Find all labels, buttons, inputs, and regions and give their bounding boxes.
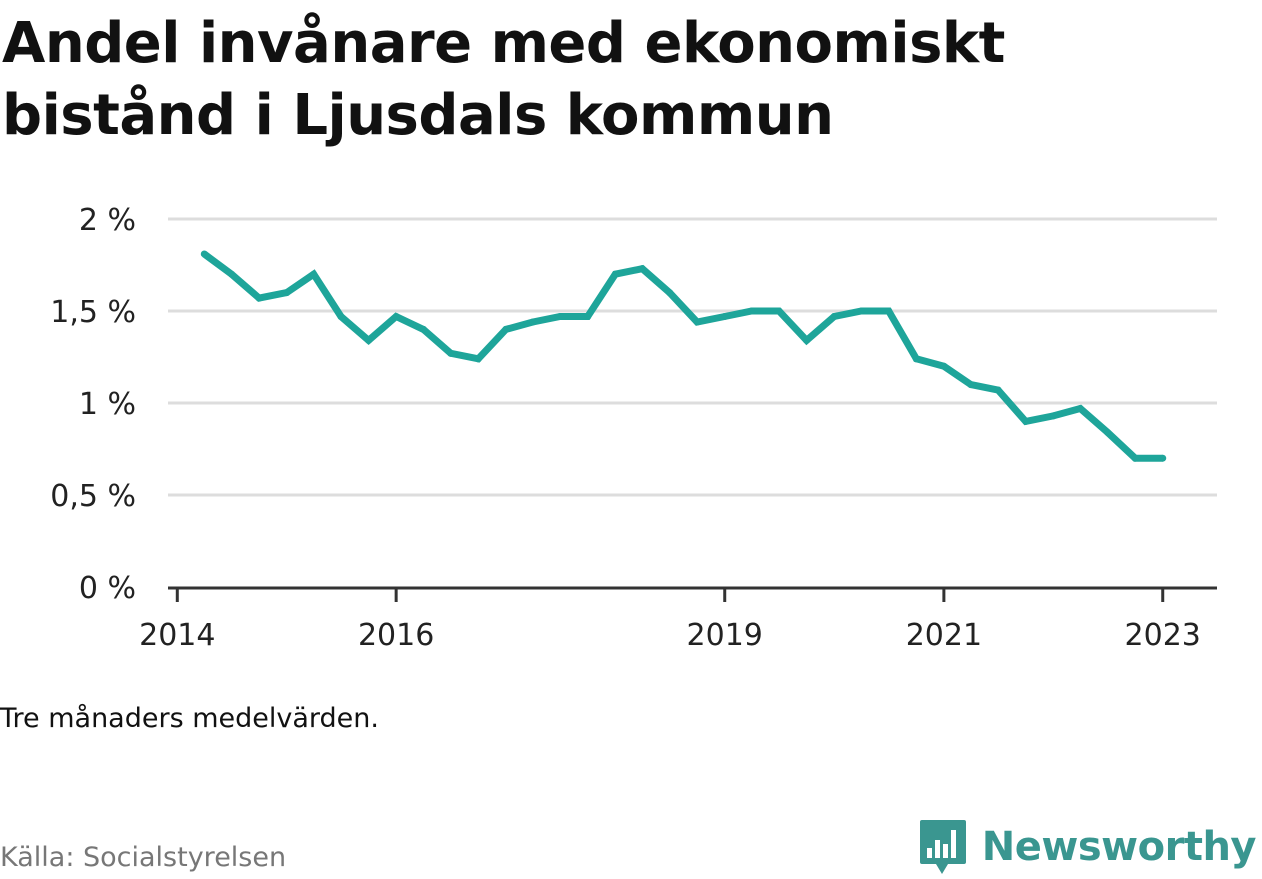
data-point [940,362,948,370]
data-point [529,318,537,326]
x-tick-label: 2016 [358,618,434,653]
data-point [474,355,482,363]
x-tick-label: 2019 [687,618,763,653]
data-point [365,336,373,344]
y-tick-label: 1 % [79,387,136,422]
data-point [1104,428,1112,436]
y-tick-label: 1,5 % [50,295,136,330]
y-tick-label: 0 % [79,571,136,606]
line-chart: 0 % 0,5 % 1 % 1,5 % 2 % 2014 2016 2019 2021 2023 [50,203,1217,653]
series-line [202,251,1163,462]
data-point [419,325,427,333]
y-tick-label: 2 % [79,203,136,238]
chart-note: Tre månaders medelvärden. [0,703,379,734]
data-point [502,325,510,333]
data-point [830,313,838,321]
data-point [1159,454,1167,462]
data-point [392,313,400,321]
brand-logo: Newsworthy [918,818,1257,876]
y-axis-labels: 0 % 0,5 % 1 % 1,5 % 2 % [50,203,136,606]
data-point [803,336,811,344]
x-axis [168,586,1217,602]
chart-title: Andel invånare med ekonomiskt bistånd i … [2,11,1005,148]
data-point [693,318,701,326]
x-tick-label: 2014 [139,618,215,653]
data-point [912,355,920,363]
data-point [1049,412,1057,420]
data-point [967,381,975,389]
data-point [1131,454,1139,462]
x-axis-labels: 2014 2016 2019 2021 2023 [139,618,1201,653]
y-tick-label: 0,5 % [50,479,136,514]
data-point [994,386,1002,394]
newsworthy-logo-icon [919,820,966,874]
x-tick-label: 2021 [906,618,982,653]
data-point [200,250,208,258]
data-point [857,307,865,315]
data-point [638,265,646,273]
data-point [556,313,564,321]
data-point [447,349,455,357]
data-point [748,307,756,315]
data-point [584,313,592,321]
gridlines [168,217,1217,497]
data-point [337,313,345,321]
data-point [283,289,291,297]
data-point [775,307,783,315]
data-point [885,307,893,315]
data-point [310,270,318,278]
series-group [200,250,1167,462]
data-point [611,270,619,278]
brand-name: Newsworthy [981,824,1257,870]
source-credit: Källa: Socialstyrelsen [0,842,287,873]
data-point [228,270,236,278]
data-point [1022,417,1030,425]
data-point [666,289,674,297]
data-point [721,313,729,321]
data-point [1076,405,1084,413]
x-tick-label: 2023 [1125,618,1201,653]
data-point [255,294,263,302]
